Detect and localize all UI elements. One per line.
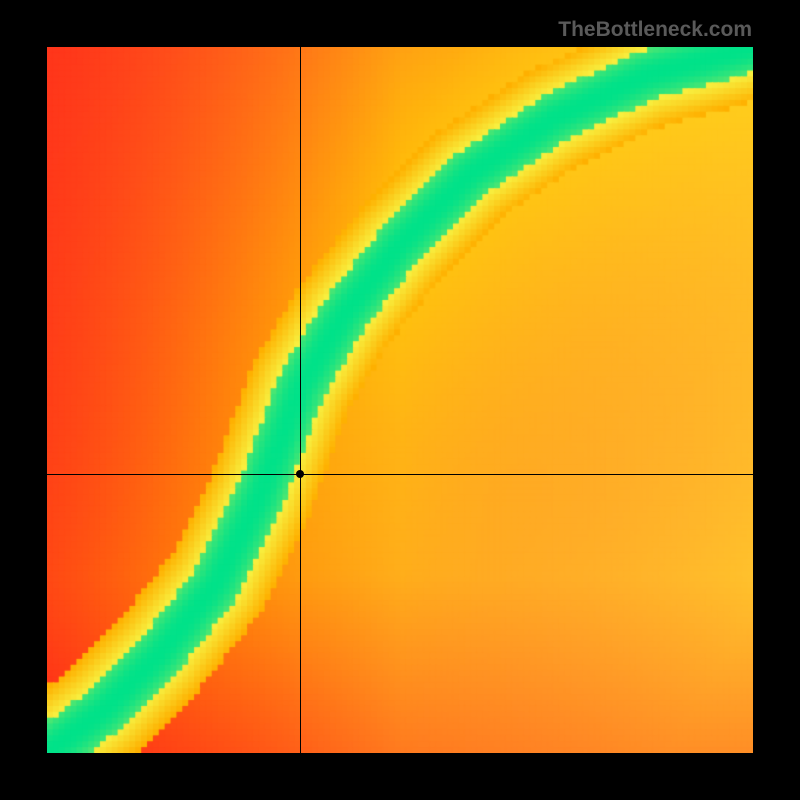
intersection-marker xyxy=(296,470,304,478)
crosshair-horizontal xyxy=(47,474,753,475)
attribution-text: TheBottleneck.com xyxy=(558,18,752,42)
crosshair-vertical xyxy=(300,47,301,753)
heatmap-canvas xyxy=(47,47,753,753)
plot-area xyxy=(47,47,753,753)
chart-container: TheBottleneck.com xyxy=(0,0,800,800)
